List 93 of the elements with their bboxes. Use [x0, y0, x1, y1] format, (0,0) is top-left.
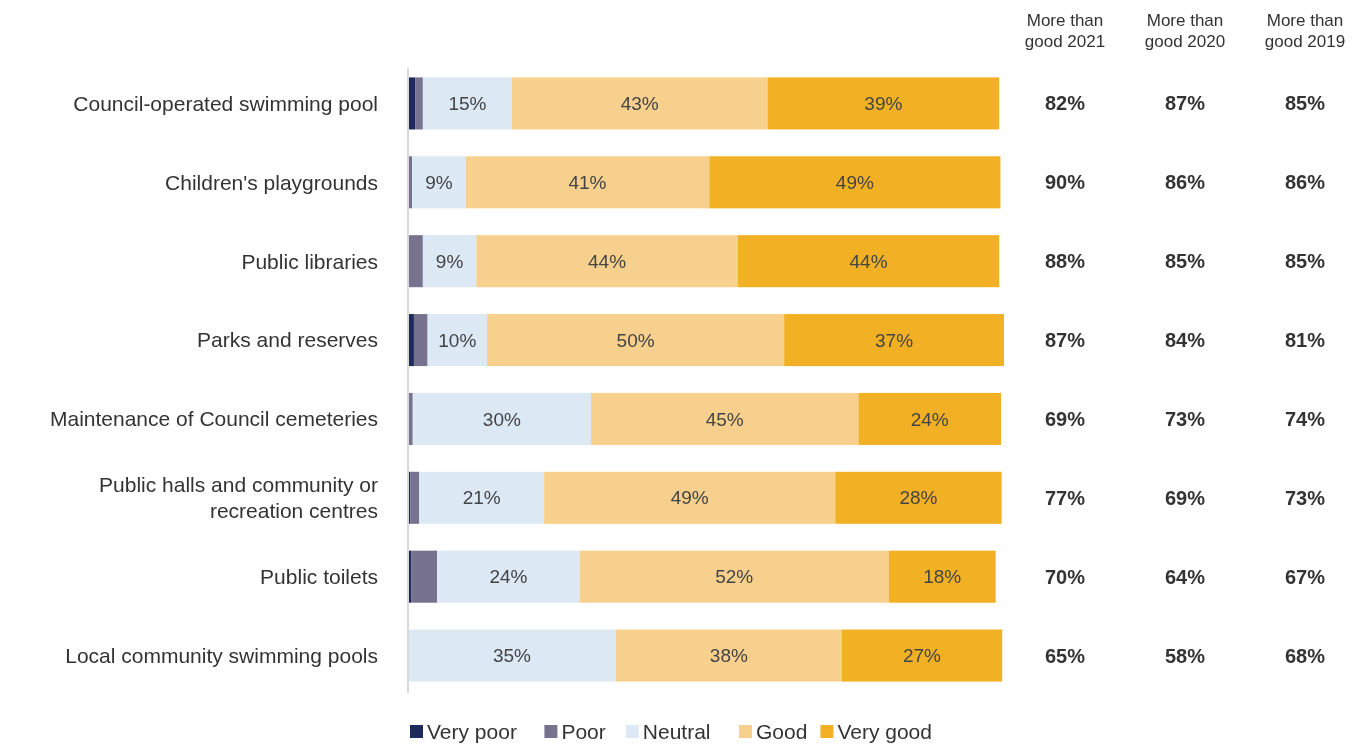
data-label: 18%: [923, 566, 962, 588]
data-label: 10%: [438, 329, 477, 351]
bar: [412, 156, 466, 209]
y-tick-label: Children's playgrounds: [165, 170, 378, 194]
data-label: 49%: [835, 171, 874, 193]
legend-label: Very good: [837, 720, 932, 744]
bar: [858, 392, 1002, 445]
text: 73%: [1284, 486, 1326, 509]
text: 67%: [1284, 565, 1326, 588]
bar: [415, 77, 423, 130]
data-label: 27%: [902, 645, 942, 667]
y-tick-label: Public halls and community or recreation centres: [99, 473, 378, 523]
data-label: 37%: [875, 329, 914, 351]
data-label: 41%: [568, 171, 607, 193]
bar: [835, 471, 1002, 524]
bar: [487, 314, 785, 367]
bar: [784, 314, 1004, 367]
text: More than good 2021: [1024, 10, 1106, 51]
bar: [422, 77, 512, 130]
legend-label: Good: [756, 720, 808, 744]
data-label: 38%: [709, 645, 748, 667]
data-label: 28%: [899, 487, 938, 509]
legend-label: Neutral: [642, 720, 711, 744]
data-label: 21%: [462, 487, 501, 509]
text: 69%: [1164, 486, 1206, 509]
text: 74%: [1284, 407, 1326, 430]
text: 86%: [1284, 171, 1326, 194]
y-tick-label: Local community swimming pools: [65, 643, 378, 667]
text: 73%: [1164, 407, 1206, 430]
data-label: 49%: [670, 487, 709, 509]
text: 85%: [1164, 250, 1206, 273]
data-label: 35%: [492, 645, 532, 667]
bar: [709, 156, 1001, 209]
bar: [408, 629, 616, 682]
text: 87%: [1164, 92, 1206, 115]
bar: [544, 471, 836, 524]
data-label: 52%: [715, 566, 754, 588]
text: 90%: [1044, 171, 1086, 194]
data-label: 9%: [425, 171, 453, 193]
text: 77%: [1044, 486, 1086, 509]
text: 85%: [1284, 250, 1326, 273]
data-label: 15%: [448, 93, 487, 115]
y-tick-label: Maintenance of Council cemeteries: [49, 407, 378, 431]
bar: [412, 392, 592, 445]
bar: [737, 235, 1000, 288]
data-label: 24%: [910, 408, 949, 430]
text: 64%: [1164, 565, 1206, 588]
bar: [408, 235, 423, 288]
data-label: 9%: [435, 250, 464, 272]
data-label: 24%: [489, 566, 528, 588]
data-label: 50%: [616, 329, 655, 351]
bar: [437, 550, 580, 603]
text: 69%: [1044, 407, 1086, 430]
bar: [476, 235, 738, 288]
text: 87%: [1044, 329, 1086, 352]
legend-label: Poor: [561, 720, 606, 744]
bar: [422, 235, 477, 288]
y-tick-label: Public toilets: [260, 565, 378, 589]
bar: [615, 629, 842, 682]
bar: [465, 156, 710, 209]
text: 85%: [1284, 92, 1326, 115]
text: 84%: [1164, 329, 1206, 352]
text: 58%: [1164, 644, 1206, 667]
text: 82%: [1044, 92, 1086, 115]
text: More than good 2020: [1144, 10, 1226, 51]
bar: [888, 550, 996, 603]
y-tick-label: Council-operated swimming pool: [73, 91, 378, 115]
bar: [413, 314, 428, 367]
data-label: 45%: [705, 408, 744, 430]
data-label: 39%: [864, 93, 903, 115]
bar: [591, 392, 859, 445]
bar: [411, 550, 438, 603]
text: More than good 2019: [1264, 10, 1346, 51]
legend-label: Very poor: [427, 720, 517, 744]
text: 70%: [1044, 565, 1086, 588]
y-tick-label: Parks and reserves: [197, 328, 378, 352]
data-label: 44%: [849, 250, 888, 272]
text: 86%: [1164, 171, 1206, 194]
bar: [410, 471, 420, 524]
text: 88%: [1044, 250, 1086, 273]
bar: [841, 629, 1003, 682]
bar: [767, 77, 1000, 130]
bar: [579, 550, 889, 603]
bar: [427, 314, 488, 367]
bar: [511, 77, 768, 130]
text: 68%: [1284, 644, 1326, 667]
text: 65%: [1044, 644, 1086, 667]
y-tick-label: Public libraries: [241, 249, 378, 273]
data-label: 30%: [482, 408, 521, 430]
text: 81%: [1284, 329, 1326, 352]
data-label: 43%: [620, 93, 659, 115]
data-label: 44%: [588, 250, 627, 272]
bar: [419, 471, 545, 524]
